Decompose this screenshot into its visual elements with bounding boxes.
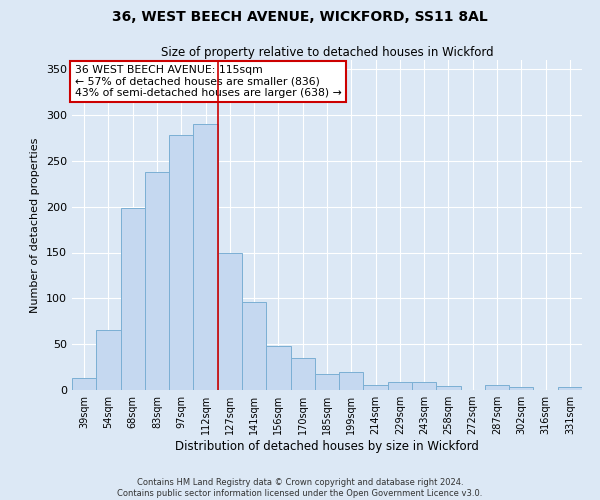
Text: Contains HM Land Registry data © Crown copyright and database right 2024.
Contai: Contains HM Land Registry data © Crown c…: [118, 478, 482, 498]
Bar: [315, 374, 339, 390]
Bar: [193, 124, 218, 390]
X-axis label: Distribution of detached houses by size in Wickford: Distribution of detached houses by size …: [175, 440, 479, 453]
Bar: [72, 378, 96, 390]
Bar: [436, 386, 461, 390]
Text: 36 WEST BEECH AVENUE: 115sqm
← 57% of detached houses are smaller (836)
43% of s: 36 WEST BEECH AVENUE: 115sqm ← 57% of de…: [74, 65, 341, 98]
Bar: [266, 346, 290, 390]
Bar: [169, 135, 193, 390]
Bar: [339, 372, 364, 390]
Bar: [290, 358, 315, 390]
Bar: [485, 386, 509, 390]
Title: Size of property relative to detached houses in Wickford: Size of property relative to detached ho…: [161, 46, 493, 59]
Bar: [121, 208, 145, 390]
Text: 36, WEST BEECH AVENUE, WICKFORD, SS11 8AL: 36, WEST BEECH AVENUE, WICKFORD, SS11 8A…: [112, 10, 488, 24]
Bar: [558, 387, 582, 390]
Bar: [145, 172, 169, 390]
Bar: [242, 302, 266, 390]
Bar: [364, 386, 388, 390]
Bar: [218, 252, 242, 390]
Bar: [509, 387, 533, 390]
Bar: [388, 382, 412, 390]
Bar: [412, 382, 436, 390]
Bar: [96, 330, 121, 390]
Y-axis label: Number of detached properties: Number of detached properties: [31, 138, 40, 312]
